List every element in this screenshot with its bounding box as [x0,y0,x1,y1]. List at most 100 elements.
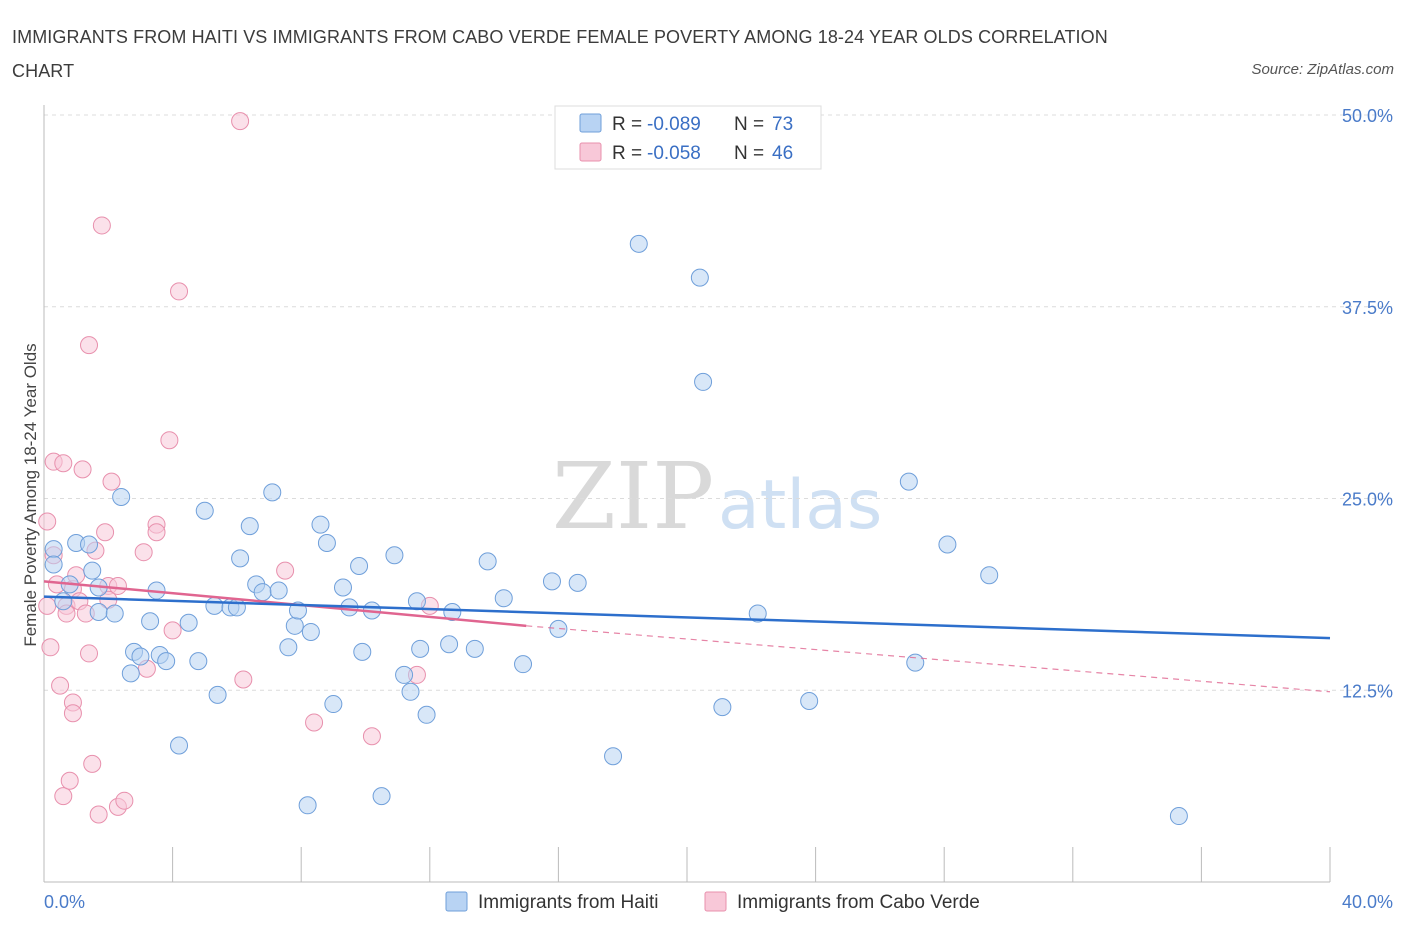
haiti-point [131,647,150,666]
haiti-n-label: N = [734,114,764,135]
cabo-verde-point [63,704,82,723]
cabo-r-label: R = [612,143,642,164]
cabo-verde-point [60,771,79,790]
haiti-point [208,685,227,704]
y-tick-label: 37.5% [1342,298,1393,318]
haiti-point [105,604,124,623]
haiti-point [395,665,414,684]
haiti-point [350,556,369,575]
cabo-verde-point [80,336,99,355]
cabo-verde-point [115,791,134,810]
cabo-n-value: 46 [772,143,793,164]
y-axis-label: Female Poverty Among 18-24 Year Olds [21,343,40,646]
haiti-point [89,603,108,622]
haiti-point [694,372,713,391]
y-tick-labels: 12.5% 25.0% 37.5% 50.0% [1342,106,1393,701]
cabo-n-label: N = [734,143,764,164]
cabo-verde-point [89,805,108,824]
cabo-verde-trend-extension [526,625,1331,693]
haiti-point [157,652,176,671]
haiti-point [401,682,420,701]
haiti-point [465,639,484,658]
cabo-verde-point [41,638,60,657]
cabo-verde-point [102,472,121,491]
cabo-verde-point [96,523,115,542]
cabo-verde-point [51,676,70,695]
cabo-verde-point [54,454,73,473]
haiti-point [179,613,198,632]
haiti-point [417,705,436,724]
x-tick-label-max: 40.0% [1342,892,1393,912]
watermark-atlas: atlas [718,466,882,545]
cabo-r-value: -0.058 [647,143,701,164]
haiti-point [189,652,208,671]
y-tick-label: 25.0% [1342,490,1393,510]
haiti-point [385,546,404,565]
cabo-verde-point [92,216,111,235]
cabo-verde-point [160,431,179,450]
haiti-point [285,616,304,635]
cabo-verde-point [108,576,127,595]
x-tick-label-min: 0.0% [44,892,85,912]
haiti-point [443,603,462,622]
cabo-verde-point [305,713,324,732]
cabo-verde-point [73,460,92,479]
haiti-point [269,581,288,600]
legend-cabo-swatch [704,891,727,912]
cabo-verde-point [80,644,99,663]
haiti-point [301,622,320,641]
haiti-point [748,604,767,623]
haiti-point [407,592,426,611]
watermark-zip: ZIP [552,443,714,550]
haiti-point [311,515,330,534]
cabo-verde-point [147,523,166,542]
haiti-point [629,234,648,253]
haiti-point [372,787,391,806]
haiti-swatch [579,113,602,133]
haiti-point [205,596,224,615]
haiti-point [542,572,561,591]
haiti-point [324,695,343,714]
cabo-verde-points [38,112,439,824]
haiti-point [800,691,819,710]
haiti-point [44,540,63,559]
cabo-verde-point [170,282,189,301]
haiti-point [195,501,214,520]
haiti-point [121,664,140,683]
haiti-point [333,578,352,597]
haiti-point [549,619,568,638]
cabo-verde-point [38,512,57,531]
cabo-verde-point [276,561,295,580]
y-tick-label: 50.0% [1342,106,1393,126]
haiti-point [411,639,430,658]
haiti-point [938,535,957,554]
haiti-point [690,268,709,287]
haiti-point [240,517,259,536]
haiti-point [83,561,102,580]
haiti-point [141,612,160,631]
haiti-point [980,566,999,585]
haiti-point [54,592,73,611]
haiti-point [514,655,533,674]
trend-lines [43,580,1331,693]
legend-haiti-label: Immigrants from Haiti [478,892,659,913]
haiti-point [279,638,298,657]
haiti-n-value: 73 [772,114,793,135]
cabo-verde-point [54,787,73,806]
chart-title: IMMIGRANTS FROM HAITI VS IMMIGRANTS FROM… [12,27,1108,81]
haiti-point [44,555,63,574]
cabo-verde-point [38,596,57,615]
y-tick-label: 12.5% [1342,681,1393,701]
haiti-trend-line [43,595,1331,640]
cabo-verde-point [163,621,182,640]
haiti-point [494,589,513,608]
haiti-point [1169,807,1188,826]
cabo-verde-point [234,670,253,689]
haiti-point [353,642,372,661]
haiti-point [478,552,497,571]
source-credit: Source: ZipAtlas.com [1251,61,1394,78]
cabo-swatch [579,142,602,162]
haiti-point [906,653,925,672]
stats-legend: R = -0.089 N = 73 R = -0.058 N = 46 [554,105,822,170]
